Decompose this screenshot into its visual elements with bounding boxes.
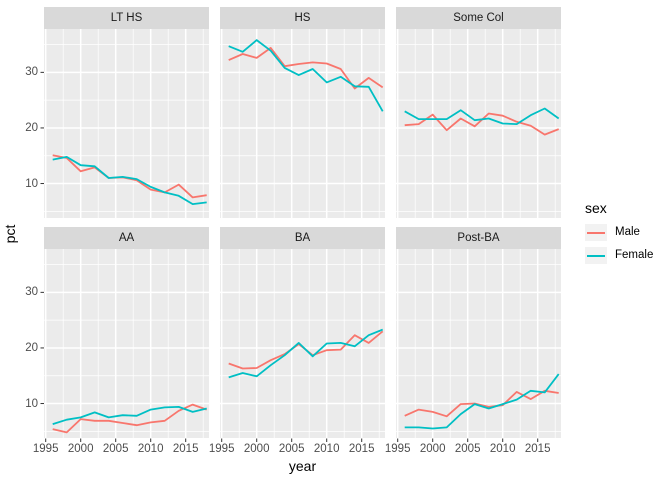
panel-bg-ba [220, 249, 385, 438]
x-tick-label: 2010 [489, 443, 516, 455]
x-tick-label: 2010 [313, 443, 340, 455]
x-tick-label: 2000 [419, 443, 446, 455]
y-axis-title: pct [2, 224, 18, 244]
facet-strip-ba: BA [220, 227, 385, 249]
line-male-aa [52, 403, 208, 434]
legend-label-female: Female [615, 249, 654, 261]
y-tick-label: 10 [25, 397, 38, 410]
x-tick-label: 2015 [348, 443, 375, 455]
line-female-post-ba [404, 373, 560, 430]
line-male-post-ba [404, 389, 559, 418]
facet-strip-hs: HS [220, 7, 385, 29]
x-tick-label: 2010 [137, 443, 164, 455]
panel-bg-post-ba [396, 249, 561, 438]
y-tick-label: 30 [25, 66, 38, 79]
x-axis-title: year [288, 458, 317, 474]
female-line-sample-icon [587, 254, 605, 257]
panel-bg-aa [44, 249, 209, 438]
legend-swatch-male [585, 224, 607, 241]
x-tick-label: 2000 [243, 443, 270, 455]
x-tick-label: 1995 [32, 443, 59, 455]
facet-strip-post-ba: Post-BA [396, 227, 561, 249]
line-female-lt-hs [52, 155, 207, 206]
male-line-sample-icon [587, 231, 605, 234]
legend-swatch-female [585, 247, 607, 264]
legend-key-female: Female [585, 247, 653, 264]
x-tick-label: 2005 [454, 443, 481, 455]
legend-key-male: Male [585, 224, 640, 241]
panel-bg-hs [220, 29, 385, 218]
line-female-hs [228, 39, 384, 112]
x-tick-label: 2015 [524, 443, 551, 455]
legend-label-male: Male [615, 226, 640, 238]
y-tick-label: 20 [25, 121, 38, 134]
y-tick-label: 30 [25, 286, 38, 299]
x-tick-label: 1995 [208, 443, 235, 455]
legend: sex Male Female [585, 200, 670, 264]
x-tick-label: 2005 [278, 443, 305, 455]
legend-title: sex [585, 200, 607, 216]
facet-strip-lt-hs: LT HS [44, 7, 209, 29]
y-tick-label: 10 [25, 177, 38, 190]
x-tick-label: 2005 [102, 443, 129, 455]
y-tick-label: 20 [25, 341, 38, 354]
facet-strip-some-col: Some Col [396, 7, 561, 29]
facet-strip-aa: AA [44, 227, 209, 249]
line-female-aa [52, 405, 207, 425]
line-female-some-col [404, 107, 560, 125]
x-tick-label: 2000 [67, 443, 94, 455]
x-tick-label: 1995 [384, 443, 411, 455]
line-female-ba [228, 328, 384, 379]
x-tick-label: 2015 [172, 443, 199, 455]
